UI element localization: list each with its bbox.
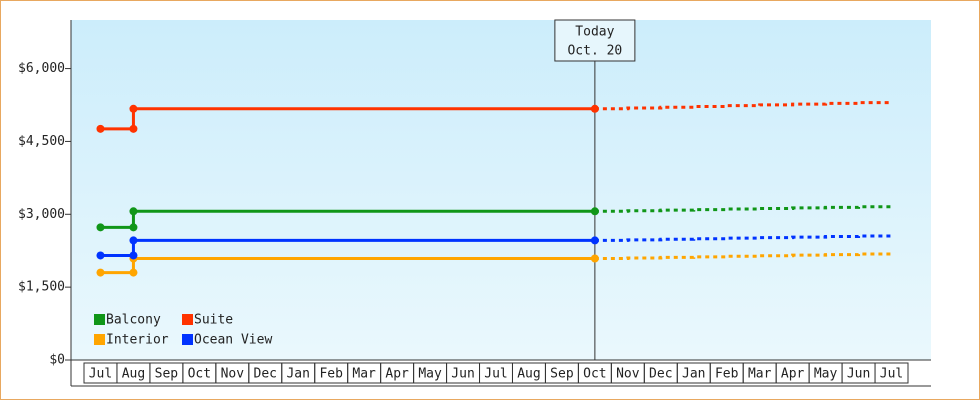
point: [129, 223, 138, 232]
history-line: [100, 256, 595, 275]
x-tick-label: May: [814, 367, 838, 382]
history-line: [100, 209, 595, 229]
x-tick-label: Oct: [188, 367, 211, 382]
legend-swatch: [182, 314, 193, 325]
legend-label: Balcony: [106, 313, 161, 328]
x-tick-label: Oct: [583, 367, 606, 382]
point: [590, 254, 599, 263]
point: [96, 124, 105, 133]
history-line: [100, 107, 595, 131]
x-tick-label: Jun: [847, 367, 870, 382]
x-tick-label: Feb: [319, 367, 343, 382]
today-box: [554, 19, 636, 62]
legend-swatch: [94, 314, 105, 325]
forecast-line: [594, 234, 894, 242]
x-tick-label: Dec: [649, 367, 672, 382]
x-tick-label: Mar: [352, 367, 376, 382]
point: [590, 236, 599, 245]
point: [129, 268, 138, 277]
point: [129, 124, 138, 133]
y-tick-label: $6,000: [18, 61, 65, 76]
x-tick-label: Nov: [221, 367, 245, 382]
point: [590, 207, 599, 216]
point: [129, 104, 138, 113]
x-cell: [874, 362, 909, 384]
legend-swatch: [182, 334, 193, 345]
x-tick-label: May: [418, 367, 442, 382]
x-tick-label: Jul: [484, 367, 507, 382]
point: [96, 223, 105, 232]
point: [96, 251, 105, 260]
y-tick-label: $1,500: [18, 280, 65, 295]
x-tick-label: Aug: [517, 367, 540, 382]
legend-label: Suite: [194, 313, 233, 328]
x-tick-label: Mar: [748, 367, 772, 382]
y-tick-label: $3,000: [18, 207, 65, 222]
legend-label: Interior: [106, 333, 169, 348]
forecast-line: [594, 205, 894, 213]
x-tick-label: Jan: [286, 367, 309, 382]
x-tick-label: Dec: [254, 367, 277, 382]
y-tick-label: $0: [49, 353, 65, 368]
legend-swatch: [94, 334, 105, 345]
x-tick-label: Aug: [122, 367, 145, 382]
x-tick-label: Jul: [880, 367, 903, 382]
point: [129, 251, 138, 260]
point: [590, 104, 599, 113]
x-tick-label: Jun: [451, 367, 474, 382]
x-tick-label: Jan: [682, 367, 705, 382]
point: [129, 207, 138, 216]
today-date: Oct. 20: [567, 44, 622, 59]
point: [129, 236, 138, 245]
plot-area: [71, 20, 931, 360]
x-tick-label: Sep: [155, 367, 179, 382]
legend-label: Ocean View: [194, 333, 272, 348]
point: [96, 268, 105, 277]
y-tick-label: $4,500: [18, 134, 65, 149]
history-line: [100, 238, 595, 257]
x-tick-label: Jul: [89, 367, 112, 382]
x-tick-label: Apr: [385, 367, 409, 382]
today-title: Today: [575, 25, 614, 40]
forecast-line: [594, 101, 894, 111]
x-tick-label: Nov: [616, 367, 640, 382]
forecast-line: [594, 252, 894, 260]
x-tick-label: Feb: [715, 367, 739, 382]
x-tick-label: Sep: [550, 367, 574, 382]
x-tick-label: Apr: [781, 367, 805, 382]
